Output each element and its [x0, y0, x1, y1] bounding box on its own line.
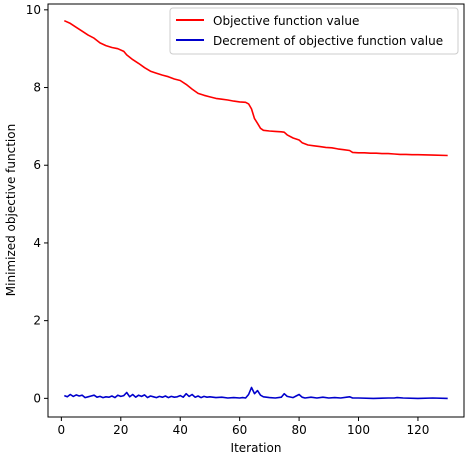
- legend-box: [169, 7, 459, 55]
- y-tick-label: 2: [33, 314, 41, 328]
- plot-area: [48, 4, 464, 417]
- y-tick-label: 6: [33, 158, 41, 172]
- x-tick-label: 40: [173, 423, 188, 437]
- legend-label-objective: Objective function value: [213, 14, 359, 28]
- y-tick-label: 4: [33, 236, 41, 250]
- x-axis-ticks: 0 20 40 60 80 100 120: [58, 417, 429, 437]
- x-tick-label: 0: [58, 423, 66, 437]
- legend-label-decrement: Decrement of objective function value: [213, 34, 443, 48]
- y-axis-label: Minimized objective function: [4, 124, 18, 296]
- x-tick-label: 80: [291, 423, 306, 437]
- series-layer: [63, 19, 448, 400]
- legend: Objective function value Decrement of ob…: [169, 7, 459, 55]
- x-axis-label: Iteration: [231, 441, 282, 455]
- series-line-decrement: [64, 386, 448, 400]
- x-tick-label: 60: [232, 423, 247, 437]
- x-tick-label: 100: [347, 423, 370, 437]
- x-tick-label: 120: [406, 423, 429, 437]
- series-line-objective: [63, 19, 448, 157]
- plot-frame: [47, 3, 465, 418]
- y-tick-label: 8: [33, 81, 41, 95]
- y-tick-label: 0: [33, 391, 41, 405]
- x-tick-label: 20: [113, 423, 128, 437]
- y-tick-label: 10: [26, 3, 41, 17]
- y-axis-ticks: 0 2 4 6 8 10: [26, 3, 48, 405]
